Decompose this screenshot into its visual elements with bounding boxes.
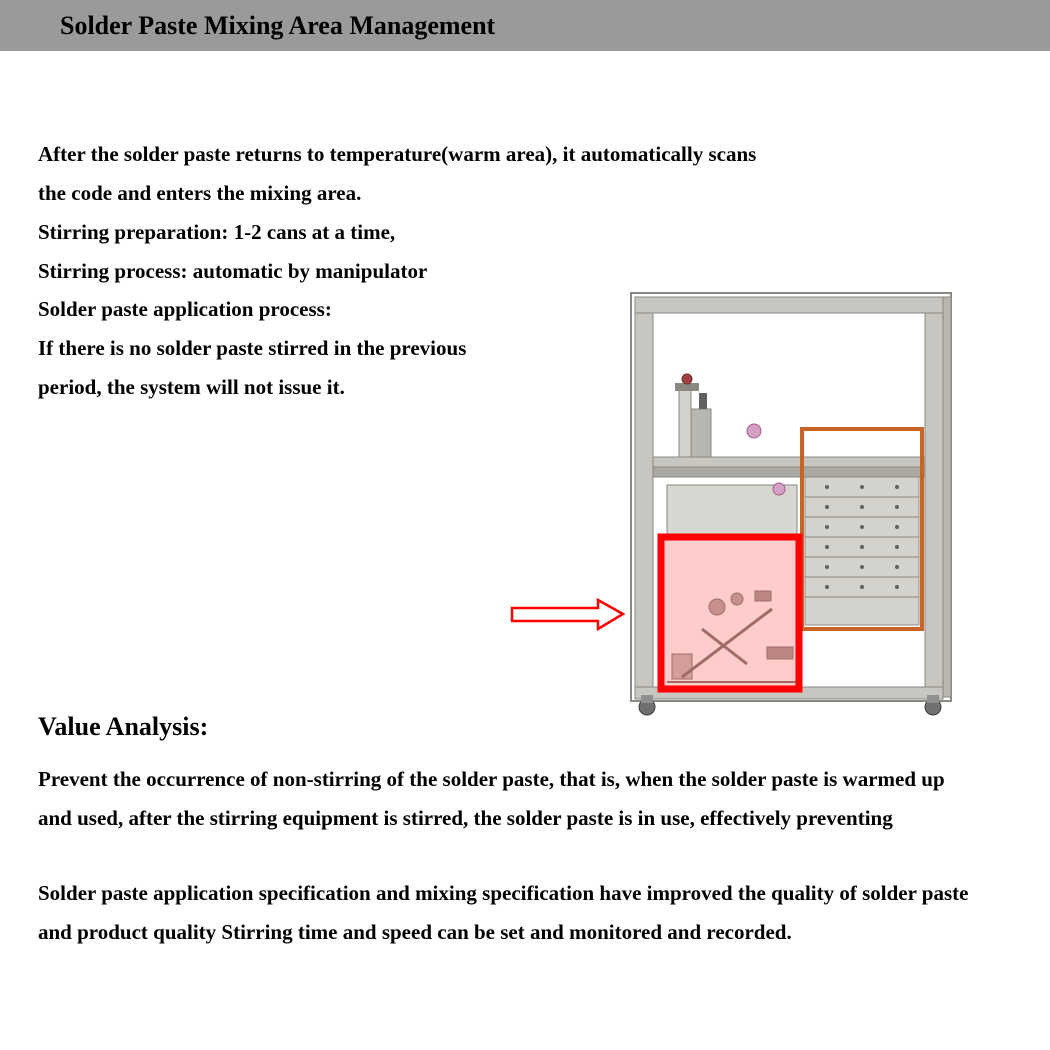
body-line: the code and enters the mixing area. (38, 174, 798, 213)
value-analysis-para1: Prevent the occurrence of non-stirring o… (38, 760, 1018, 838)
machine-diagram (627, 289, 955, 717)
value-line: Solder paste application specification a… (38, 874, 1028, 913)
page-title: Solder Paste Mixing Area Management (60, 11, 495, 41)
body-line: After the solder paste returns to temper… (38, 135, 798, 174)
body-line: Stirring process: automatic by manipulat… (38, 252, 798, 291)
highlight-arrow-icon (510, 598, 625, 631)
value-analysis-para2: Solder paste application specification a… (38, 874, 1028, 952)
body-line: Stirring preparation: 1-2 cans at a time… (38, 213, 798, 252)
value-line: and product quality Stirring time and sp… (38, 913, 1028, 952)
value-line: Prevent the occurrence of non-stirring o… (38, 760, 1018, 799)
header-bar: Solder Paste Mixing Area Management (0, 0, 1050, 51)
value-line: and used, after the stirring equipment i… (38, 799, 1018, 838)
value-analysis-heading: Value Analysis: (38, 712, 208, 742)
